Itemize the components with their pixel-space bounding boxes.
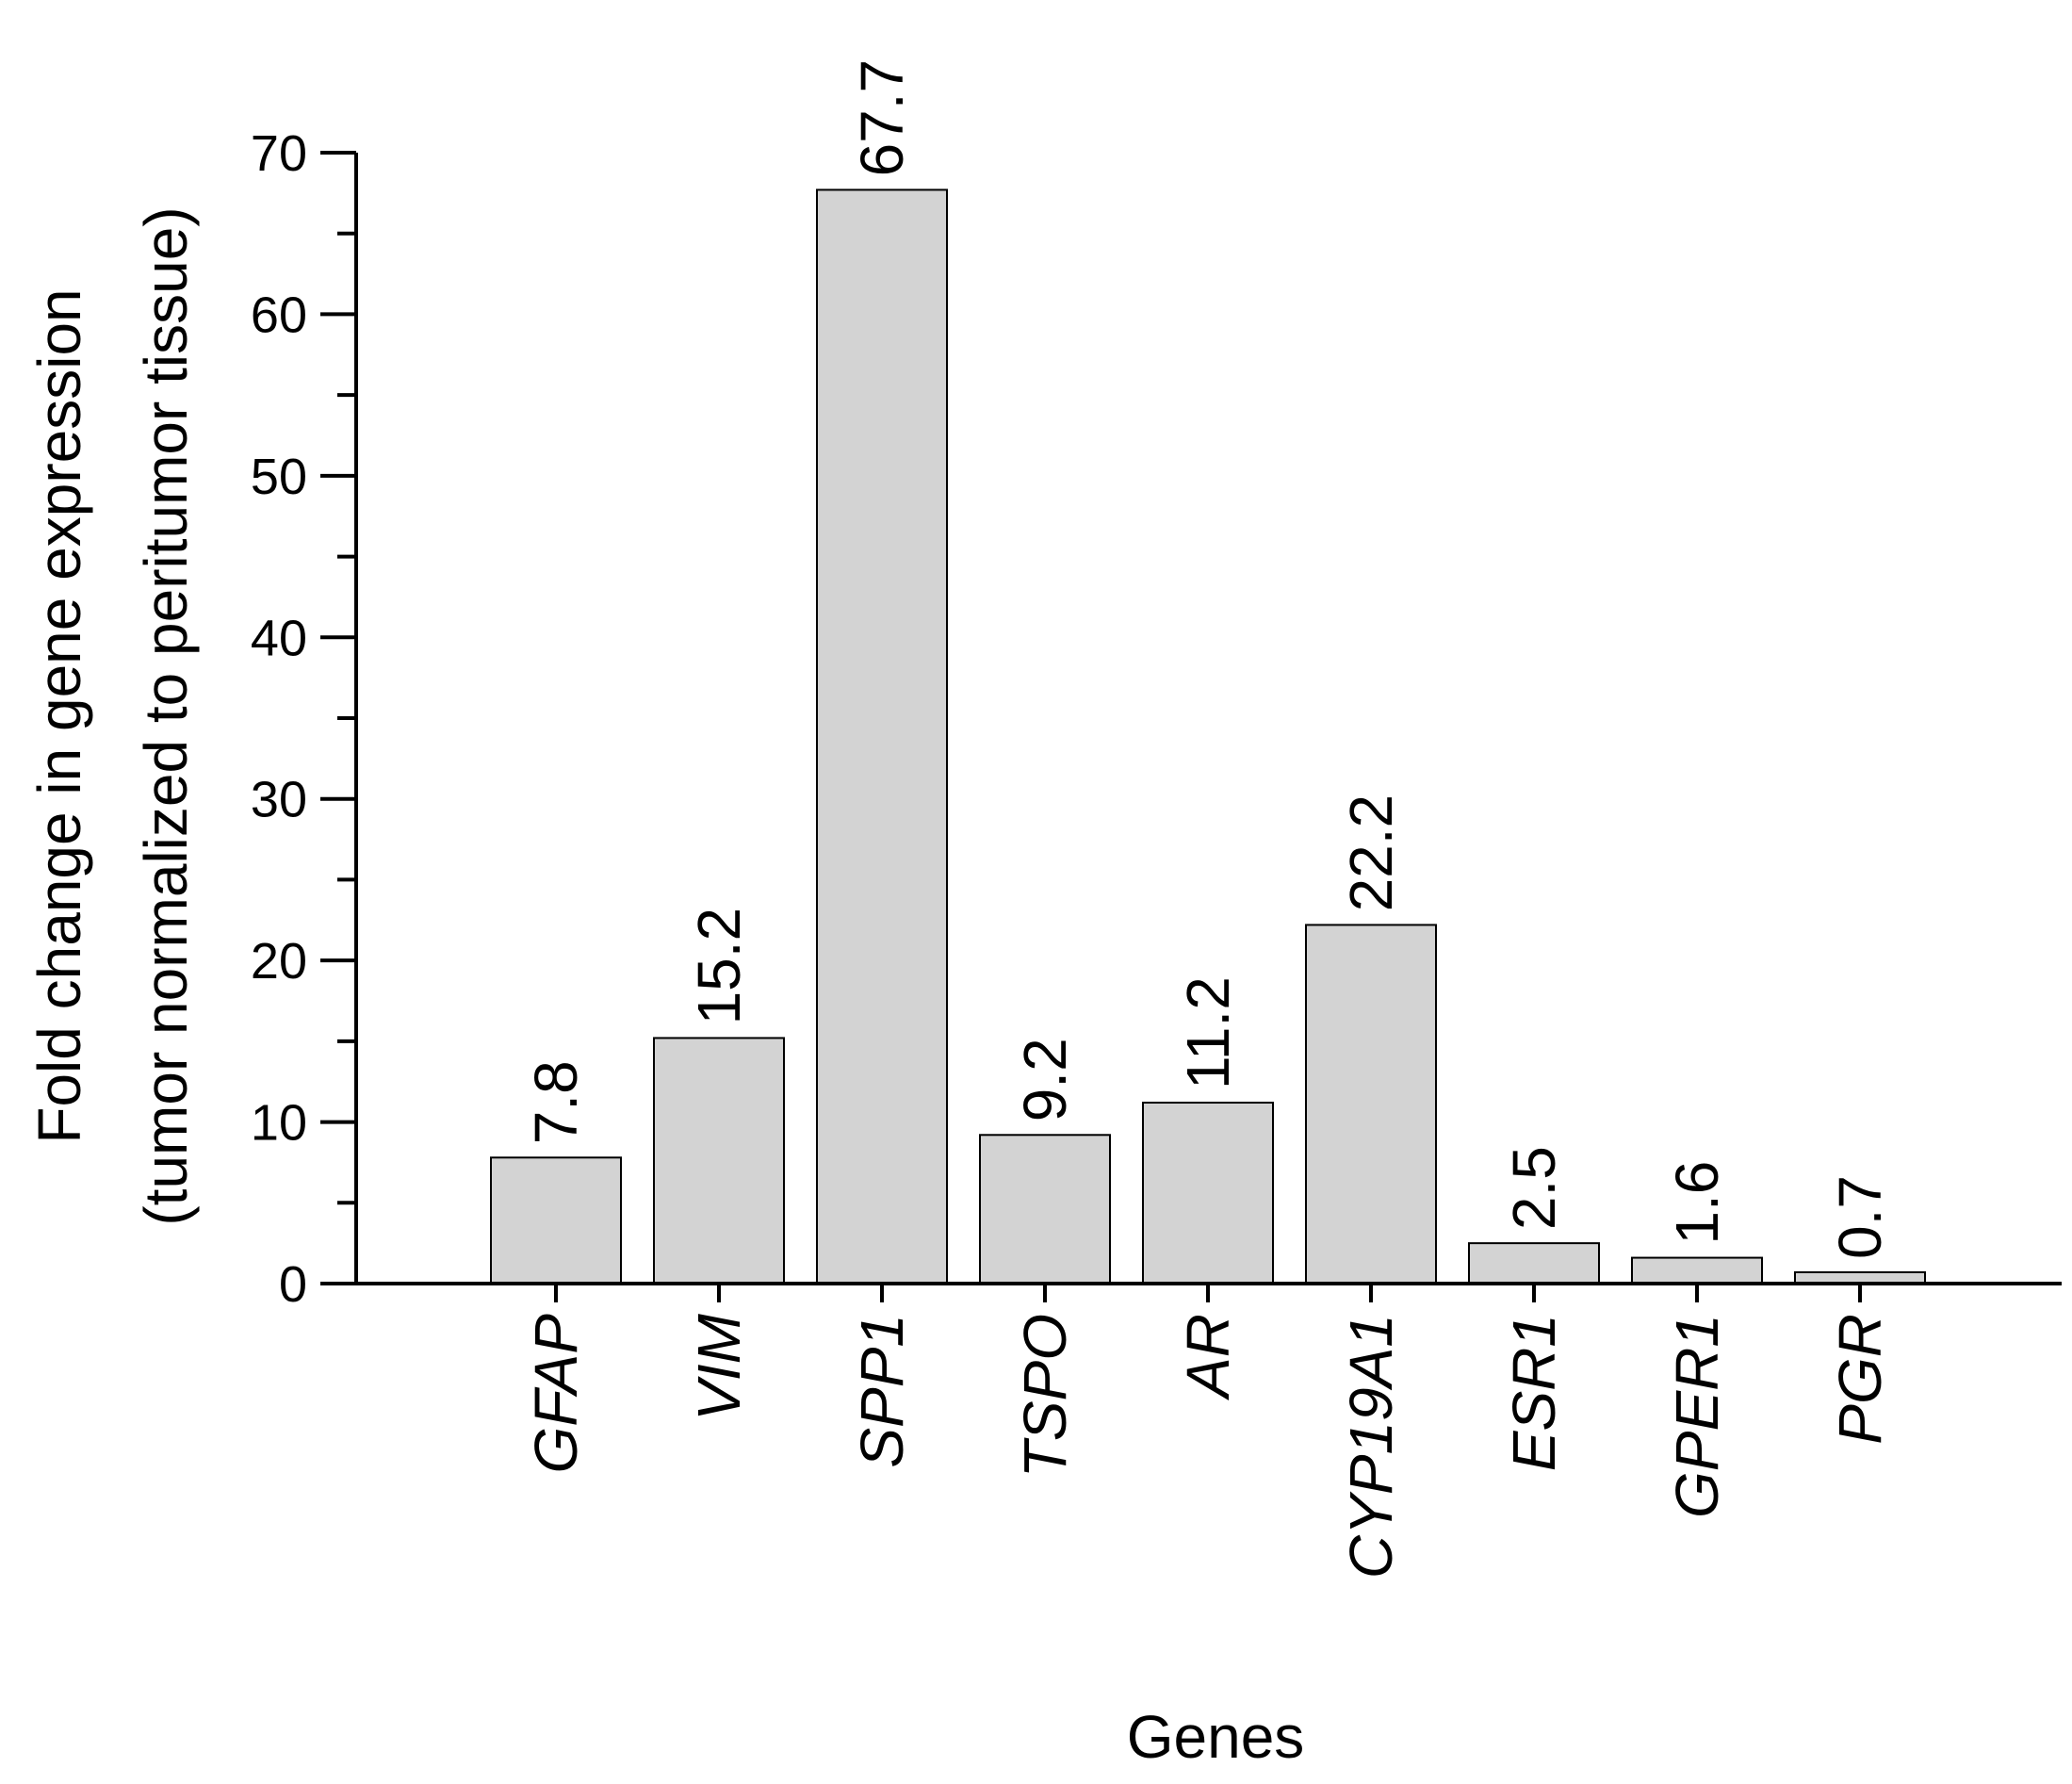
category-label-tspo: TSPO — [1011, 1314, 1079, 1478]
y-tick-label: 0 — [279, 1256, 307, 1313]
y-tick-label: 30 — [251, 772, 307, 828]
y-axis-title-line1: Fold change in gene expression — [25, 288, 93, 1143]
category-label-spp1: SPP1 — [848, 1314, 916, 1468]
value-label-pgr: 0.7 — [1826, 1175, 1894, 1259]
y-tick-label: 40 — [251, 610, 307, 666]
bar-tspo — [979, 1134, 1111, 1285]
category-labels: GFAP VIM SPP1 TSPO AR CYP19A1 ESR1 GPER1 PGR — [522, 1313, 1894, 1579]
value-label-ar: 11.2 — [1174, 976, 1242, 1089]
y-axis-title-line2: (tumor normalized to peritumor tissue) — [132, 206, 200, 1225]
y-tick-label: 20 — [251, 933, 307, 990]
bar-gfap — [490, 1156, 622, 1285]
category-label-ar: AR — [1174, 1314, 1242, 1401]
y-tick-label: 70 — [251, 125, 307, 182]
category-label-pgr: PGR — [1826, 1314, 1894, 1445]
y-axis: 0 10 20 30 40 50 60 70 — [251, 125, 358, 1313]
category-label-gper1: GPER1 — [1663, 1314, 1731, 1518]
bar-vim — [653, 1037, 785, 1285]
value-label-spp1: 67.7 — [848, 59, 916, 177]
y-tick-label: 60 — [251, 286, 307, 343]
bar-esr1 — [1468, 1242, 1600, 1285]
category-label-esr1: ESR1 — [1500, 1314, 1568, 1471]
bar-spp1 — [816, 188, 948, 1285]
value-label-gfap: 7.8 — [522, 1060, 590, 1144]
bars — [490, 188, 1926, 1285]
bar-ar — [1142, 1102, 1274, 1285]
value-labels: 7.8 15.2 67.7 9.2 11.2 22.2 2.5 1.6 0.7 — [522, 59, 1894, 1259]
value-label-vim: 15.2 — [685, 908, 753, 1025]
category-label-cyp19a1: CYP19A1 — [1337, 1314, 1405, 1579]
value-label-tspo: 9.2 — [1011, 1038, 1079, 1121]
bar-cyp19a1 — [1305, 924, 1437, 1285]
y-tick-label: 50 — [251, 449, 307, 505]
bar-gper1 — [1631, 1256, 1763, 1285]
category-label-gfap: GFAP — [522, 1314, 590, 1474]
x-axis — [356, 1282, 2062, 1302]
value-label-esr1: 2.5 — [1500, 1146, 1568, 1230]
value-label-gper1: 1.6 — [1663, 1161, 1731, 1245]
category-label-vim: VIM — [685, 1313, 753, 1420]
x-axis-title: Genes — [1127, 1703, 1305, 1771]
y-tick-label: 10 — [251, 1095, 307, 1152]
value-label-cyp19a1: 22.2 — [1337, 794, 1405, 912]
